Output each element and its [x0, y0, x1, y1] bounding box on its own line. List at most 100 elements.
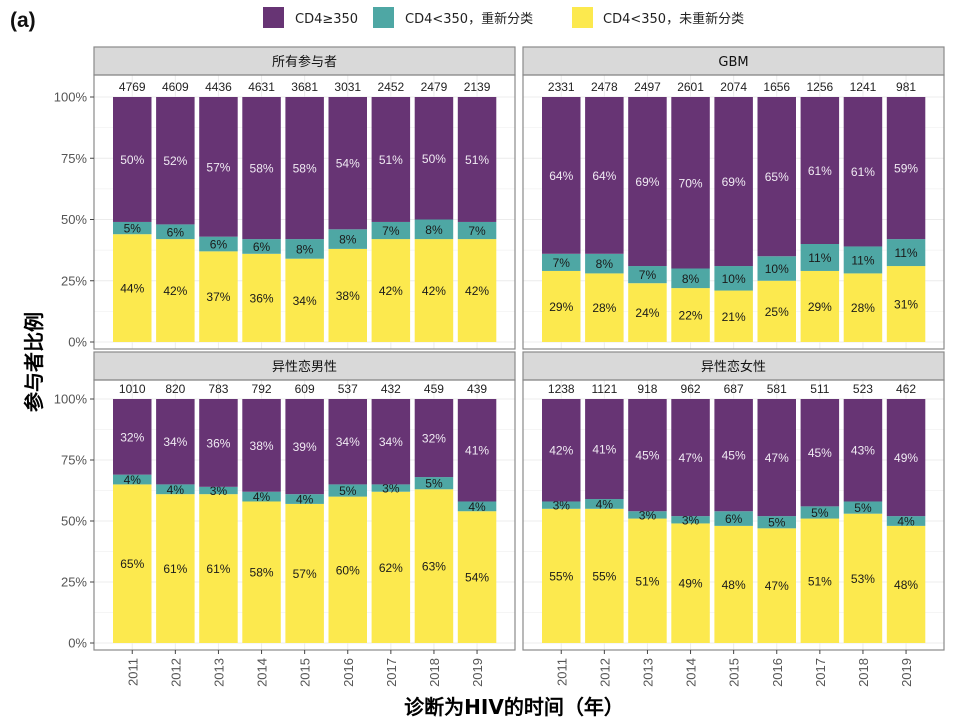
bar-value-label: 25% — [765, 305, 789, 319]
bar-segment-cd4-ge-350 — [843, 97, 883, 247]
bar-stack: 48% 6% 45% — [714, 399, 753, 643]
bar-value-label: 61% — [206, 562, 230, 576]
x-tick-label: 2014 — [255, 658, 270, 687]
bar-count-label: 459 — [424, 382, 444, 396]
bar-segment-cd4-ge-350 — [414, 97, 454, 220]
bar-segment-cd4-ge-350 — [843, 399, 883, 502]
bar-segment-not-reclassified — [199, 494, 238, 643]
bar-count-label: 2478 — [591, 80, 618, 94]
bar-segment-cd4-ge-350 — [285, 399, 324, 495]
bar-value-label: 61% — [163, 562, 187, 576]
bar-value-label: 28% — [592, 301, 616, 315]
bar-stack: 31% 11% 59% — [886, 97, 926, 342]
facet-strip — [522, 46, 945, 76]
bar-count-label: 981 — [896, 80, 916, 94]
bar-count-label: 581 — [767, 382, 787, 396]
bar-value-label: 52% — [163, 154, 187, 168]
bar-value-label: 5% — [768, 516, 786, 530]
bar-value-label: 5% — [811, 506, 829, 520]
bar-stack: 61% 4% 34% — [156, 399, 195, 643]
bar-value-label: 7% — [468, 224, 486, 238]
bar-segment-not-reclassified — [156, 494, 195, 643]
bar-segment-not-reclassified — [156, 239, 195, 342]
bar-value-label: 6% — [253, 240, 271, 254]
bar-segment-cd4-ge-350 — [113, 97, 152, 222]
x-tick-label: 2013 — [640, 658, 655, 687]
bar-segment-not-reclassified — [199, 251, 238, 342]
bar-stack: 22% 8% 70% — [671, 97, 710, 342]
bar-value-label: 45% — [635, 449, 659, 463]
bar-count-label: 462 — [896, 382, 916, 396]
bar-segment-not-reclassified — [628, 518, 667, 643]
bar-stack: 48% 4% 49% — [886, 399, 926, 643]
bar-segment-not-reclassified — [585, 508, 624, 643]
bar-segment-reclassified — [671, 516, 710, 524]
bar-value-label: 8% — [339, 233, 357, 247]
bar-segment-reclassified — [585, 253, 624, 274]
legend-label-cd4-ge-350: CD4≥350 — [295, 12, 358, 27]
bar-value-label: 34% — [293, 294, 317, 308]
bar-value-label: 45% — [808, 446, 832, 460]
x-tick-label: 2015 — [727, 658, 742, 687]
bar-value-label: 47% — [765, 579, 789, 593]
bar-value-label: 48% — [722, 578, 746, 592]
bar-value-label: 3% — [639, 508, 657, 522]
bar-segment-not-reclassified — [285, 258, 324, 342]
x-tick-label: 2019 — [899, 658, 914, 687]
bar-stack: 42% 7% 51% — [371, 97, 411, 342]
bar-stack: 54% 4% 41% — [457, 399, 497, 643]
bar-value-label: 53% — [851, 572, 875, 586]
bar-segment-not-reclassified — [843, 513, 883, 643]
bar-value-label: 65% — [765, 170, 789, 184]
bar-stack: 55% 4% 41% — [585, 399, 624, 643]
bar-value-label: 47% — [679, 451, 703, 465]
bar-count-label: 1656 — [763, 80, 790, 94]
bar-value-label: 10% — [722, 272, 746, 286]
bar-segment-not-reclassified — [757, 280, 796, 342]
bar-segment-cd4-ge-350 — [328, 399, 367, 485]
facet-panels: 所有参与者 44% 5% 50% 4769 42% 6% 52% 4609 37% 6% 57% 443… — [93, 46, 945, 651]
bar-value-label: 39% — [293, 440, 317, 454]
bar-value-label: 55% — [549, 569, 573, 583]
bar-value-label: 61% — [851, 165, 875, 179]
bar-value-label: 51% — [379, 153, 403, 167]
bar-value-label: 54% — [465, 571, 489, 585]
bar-segment-reclassified — [585, 499, 624, 509]
bar-segment-not-reclassified — [414, 239, 454, 342]
bar-segment-reclassified — [542, 501, 581, 509]
bar-segment-not-reclassified — [671, 523, 710, 643]
bar-segment-reclassified — [156, 224, 195, 240]
bar-segment-cd4-ge-350 — [800, 399, 840, 507]
bar-segment-not-reclassified — [542, 270, 581, 342]
bar-value-label: 62% — [379, 561, 403, 575]
bar-count-label: 439 — [467, 382, 487, 396]
bar-stack: 60% 5% 34% — [328, 399, 367, 643]
x-tick-label: 2011 — [554, 658, 569, 686]
x-axis-title: 诊断为HIV的时间（年） — [404, 695, 624, 719]
bar-count-label: 918 — [637, 382, 657, 396]
facet-title: 所有参与者 — [272, 54, 337, 70]
y-tick-label: 25% — [61, 575, 87, 590]
bar-stack: 28% 8% 64% — [585, 97, 624, 342]
panel-border — [522, 74, 945, 350]
facet-panel: 异性恋女性 55% 3% 42% 1238 55% 4% 41% 1121 51% 3% 45% 918… — [522, 351, 945, 651]
bar-value-label: 8% — [682, 272, 700, 286]
y-tick-label: 75% — [61, 151, 87, 166]
bar-value-label: 64% — [592, 169, 616, 183]
bar-segment-reclassified — [843, 501, 883, 514]
bar-count-label: 4436 — [205, 80, 232, 94]
bar-stack: 57% 4% 39% — [285, 399, 324, 643]
bar-value-label: 57% — [206, 160, 230, 174]
bar-stack: 53% 5% 43% — [843, 399, 883, 643]
bar-value-label: 51% — [808, 574, 832, 588]
bar-count-label: 4631 — [248, 80, 275, 94]
bar-count-label: 1256 — [806, 80, 833, 94]
bar-segment-cd4-ge-350 — [585, 399, 624, 500]
bar-segment-reclassified — [414, 477, 454, 490]
bar-segment-reclassified — [242, 239, 281, 254]
bar-value-label: 44% — [120, 282, 144, 296]
bar-segment-not-reclassified — [628, 283, 667, 342]
y-tick-label: 0% — [68, 636, 87, 651]
bar-value-label: 5% — [854, 501, 872, 515]
x-tick-label: 2018 — [856, 658, 871, 687]
